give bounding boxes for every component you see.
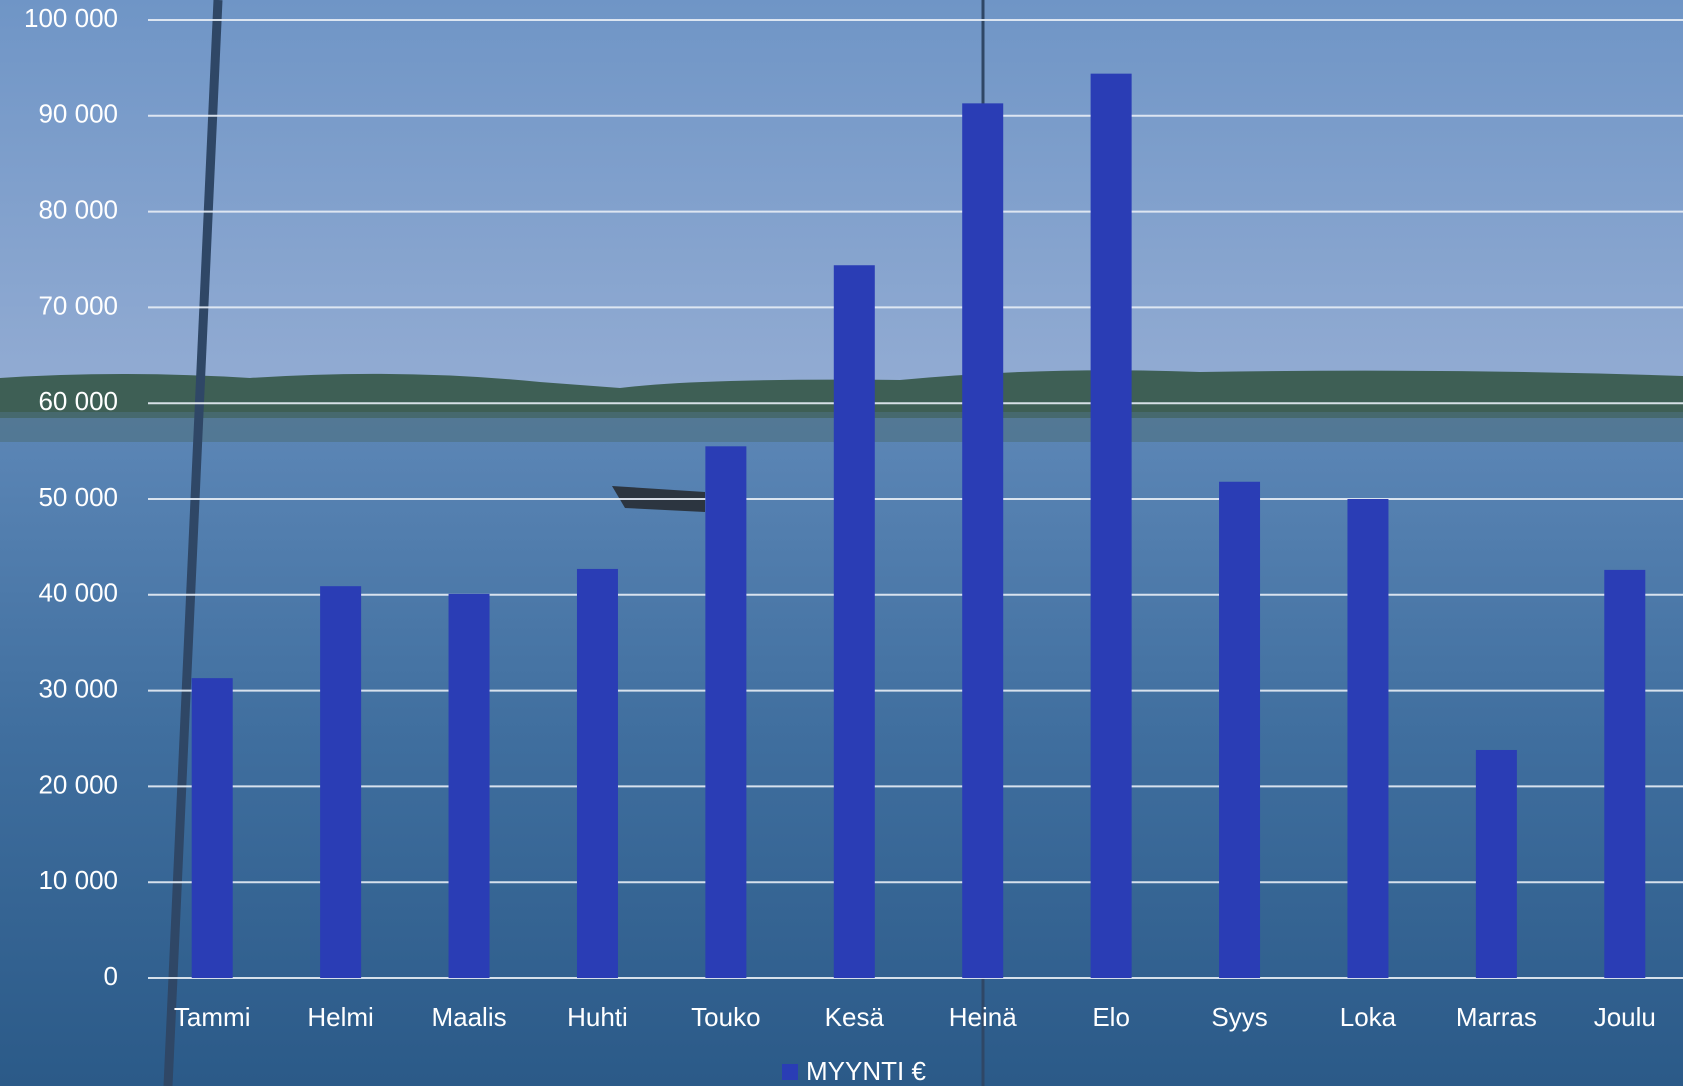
bar	[1475, 749, 1517, 978]
x-tick-label: Joulu	[1594, 1002, 1656, 1032]
legend: MYYNTI €	[782, 1056, 926, 1086]
legend-swatch	[782, 1064, 798, 1080]
y-tick-label: 30 000	[38, 673, 118, 703]
bars	[191, 73, 1646, 978]
bar	[1219, 481, 1261, 978]
y-tick-label: 20 000	[38, 769, 118, 799]
y-tick-label: 60 000	[38, 386, 118, 416]
legend-label: MYYNTI €	[806, 1056, 926, 1086]
x-tick-label: Kesä	[825, 1002, 885, 1032]
y-tick-label: 70 000	[38, 290, 118, 320]
bar	[191, 678, 233, 978]
bar	[1604, 569, 1646, 978]
y-tick-label: 0	[104, 961, 118, 991]
bar	[1090, 73, 1132, 978]
y-tick-label: 10 000	[38, 865, 118, 895]
y-tick-label: 80 000	[38, 194, 118, 224]
y-tick-label: 90 000	[38, 99, 118, 129]
x-tick-label: Tammi	[174, 1002, 251, 1032]
x-tick-label: Helmi	[307, 1002, 373, 1032]
y-tick-label: 40 000	[38, 578, 118, 608]
bar	[705, 446, 747, 978]
bar	[1347, 499, 1389, 978]
bar	[962, 103, 1004, 978]
bar	[320, 586, 362, 978]
x-tick-label: Touko	[691, 1002, 760, 1032]
x-tick-label: Heinä	[949, 1002, 1017, 1032]
x-tick-label: Loka	[1340, 1002, 1397, 1032]
bar	[833, 265, 875, 978]
bar	[576, 568, 618, 978]
axes: 0 10 000 20 000 30 000 40 000 50 000 60 000 70 …	[24, 3, 1683, 1032]
x-tick-label: Huhti	[567, 1002, 628, 1032]
x-tick-label: Maalis	[431, 1002, 506, 1032]
x-tick-label: Marras	[1456, 1002, 1537, 1032]
bar	[448, 593, 490, 978]
y-tick-label: 50 000	[38, 482, 118, 512]
x-tick-label: Elo	[1092, 1002, 1130, 1032]
y-tick-label: 100 000	[24, 3, 118, 33]
x-tick-label: Syys	[1211, 1002, 1267, 1032]
